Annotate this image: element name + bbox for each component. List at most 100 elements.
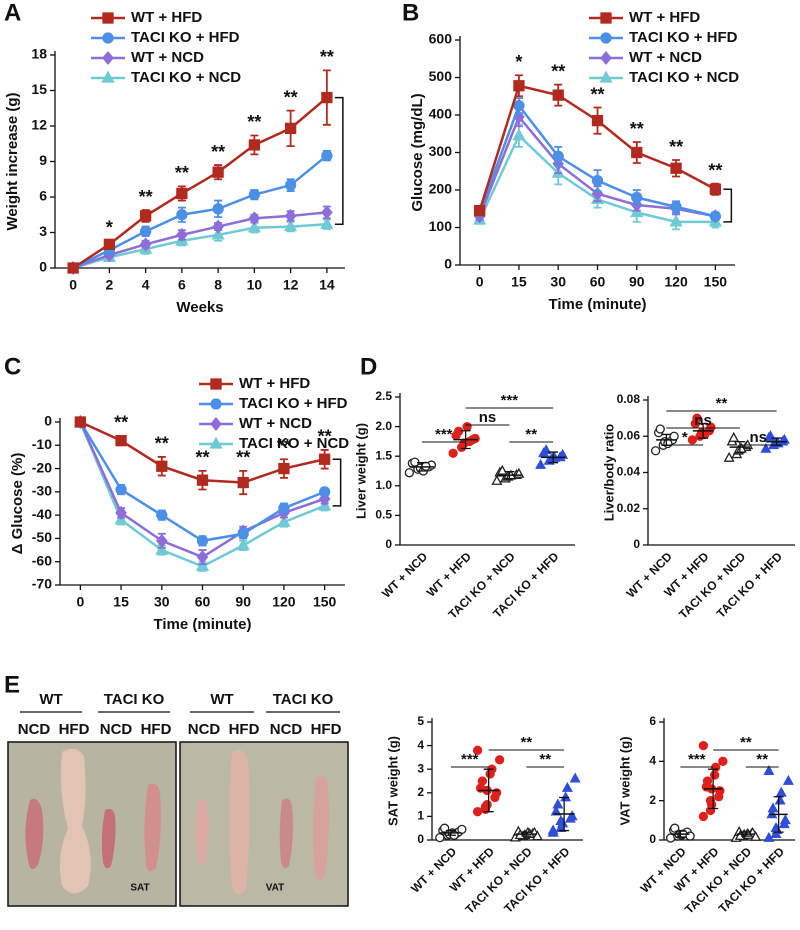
significance-label: *** [501, 392, 519, 409]
point [491, 474, 503, 485]
point [535, 458, 547, 469]
point [196, 550, 209, 565]
point [74, 416, 87, 428]
sd-bar [521, 831, 532, 837]
point [103, 238, 116, 250]
legend-label: TACI KO + NCD [239, 435, 349, 452]
y-tick-label: 0.06 [617, 428, 641, 442]
point [531, 830, 543, 841]
y-axis-label: Liver weight (g) [353, 423, 368, 519]
significance-label: ** [716, 395, 728, 412]
y-tick-label: 400 [429, 106, 453, 122]
point [472, 807, 483, 817]
point [473, 204, 486, 217]
legend-marker [600, 32, 612, 44]
point [670, 201, 682, 213]
legend-marker [210, 378, 222, 390]
point [512, 128, 526, 141]
y-tick-label: 200 [429, 181, 453, 197]
y-tick-label: -50 [32, 529, 52, 545]
x-tick-label: TACI KO + NCD [676, 549, 748, 621]
x-tick-label: 4 [142, 277, 150, 293]
legend-label: WT + NCD [131, 49, 204, 66]
point [284, 208, 297, 223]
point [692, 413, 702, 423]
diet-label: HFD [141, 721, 172, 738]
genotype-label: TACI KO [273, 691, 334, 708]
panel-letter: B [402, 0, 419, 26]
y-tick-label: 0 [444, 256, 452, 272]
point [284, 179, 297, 191]
point [321, 149, 333, 162]
point [212, 203, 224, 215]
diet-label: NCD [18, 721, 51, 738]
point [591, 114, 604, 127]
x-tick-label: 30 [154, 594, 170, 610]
point [278, 502, 290, 514]
legend-marker [210, 398, 222, 410]
significance-label: ** [756, 751, 768, 768]
point [248, 188, 261, 201]
y-tick-label: 3 [39, 223, 47, 239]
tissue [144, 783, 161, 872]
x-tick-label: 120 [664, 274, 688, 290]
significance-label: *** [461, 751, 479, 768]
point [477, 776, 488, 786]
significance-label: *** [688, 751, 706, 768]
point [669, 214, 683, 227]
significance-label: ns [694, 412, 712, 429]
point [670, 823, 680, 833]
point [750, 830, 762, 841]
y-tick-label: 3 [417, 761, 424, 775]
y-tick-label: 1.5 [375, 448, 392, 462]
sd-bar [548, 451, 559, 464]
point [552, 150, 564, 162]
point [698, 811, 709, 822]
point [650, 446, 661, 456]
diet-label: HFD [59, 721, 90, 738]
tissue [195, 799, 209, 866]
x-tick-label: TACI KO + HFD [714, 549, 785, 620]
significance-label: ** [590, 84, 604, 104]
point [723, 451, 735, 462]
legend-label: WT + HFD [239, 375, 310, 392]
point [718, 756, 728, 766]
x-tick-label: 6 [178, 277, 186, 293]
x-tick-label: 150 [313, 594, 337, 610]
x-tick-label: 60 [195, 594, 211, 610]
sd-bar [445, 829, 456, 836]
significance-label: ** [236, 448, 250, 468]
genotype-label: WT [210, 691, 233, 708]
series-line [72, 154, 328, 270]
tissue [60, 748, 91, 894]
y-tick-label: 6 [39, 188, 47, 204]
y-tick-label: 100 [429, 218, 453, 234]
point [763, 765, 775, 776]
point [139, 237, 152, 252]
series-line [72, 211, 327, 270]
y-tick-label: 0 [649, 832, 656, 846]
sd-bar [675, 830, 686, 838]
y-tick-label: 0 [44, 413, 52, 429]
y-tick-label: 4 [649, 754, 656, 768]
tissue [229, 750, 250, 895]
point [284, 219, 298, 232]
x-tick-label: WT + NCD [379, 549, 430, 600]
point [196, 474, 209, 486]
sd-bar [504, 470, 515, 480]
legend-label: TACI KO + HFD [131, 29, 240, 46]
y-tick-label: 1.0 [375, 478, 392, 492]
point [775, 786, 787, 797]
legend-label: TACI KO + NCD [629, 69, 739, 86]
y-tick-label: 5 [417, 714, 424, 728]
tissue [279, 798, 293, 869]
sd-bar [559, 796, 570, 832]
point [139, 225, 152, 237]
point [685, 831, 695, 841]
sd-bar [483, 768, 494, 813]
x-axis-label: Time (minute) [548, 296, 646, 313]
comparison-bracket [723, 188, 733, 223]
y-tick-label: 0.04 [617, 465, 641, 479]
point [321, 91, 333, 104]
y-axis-label: SAT weight (g) [385, 736, 400, 826]
